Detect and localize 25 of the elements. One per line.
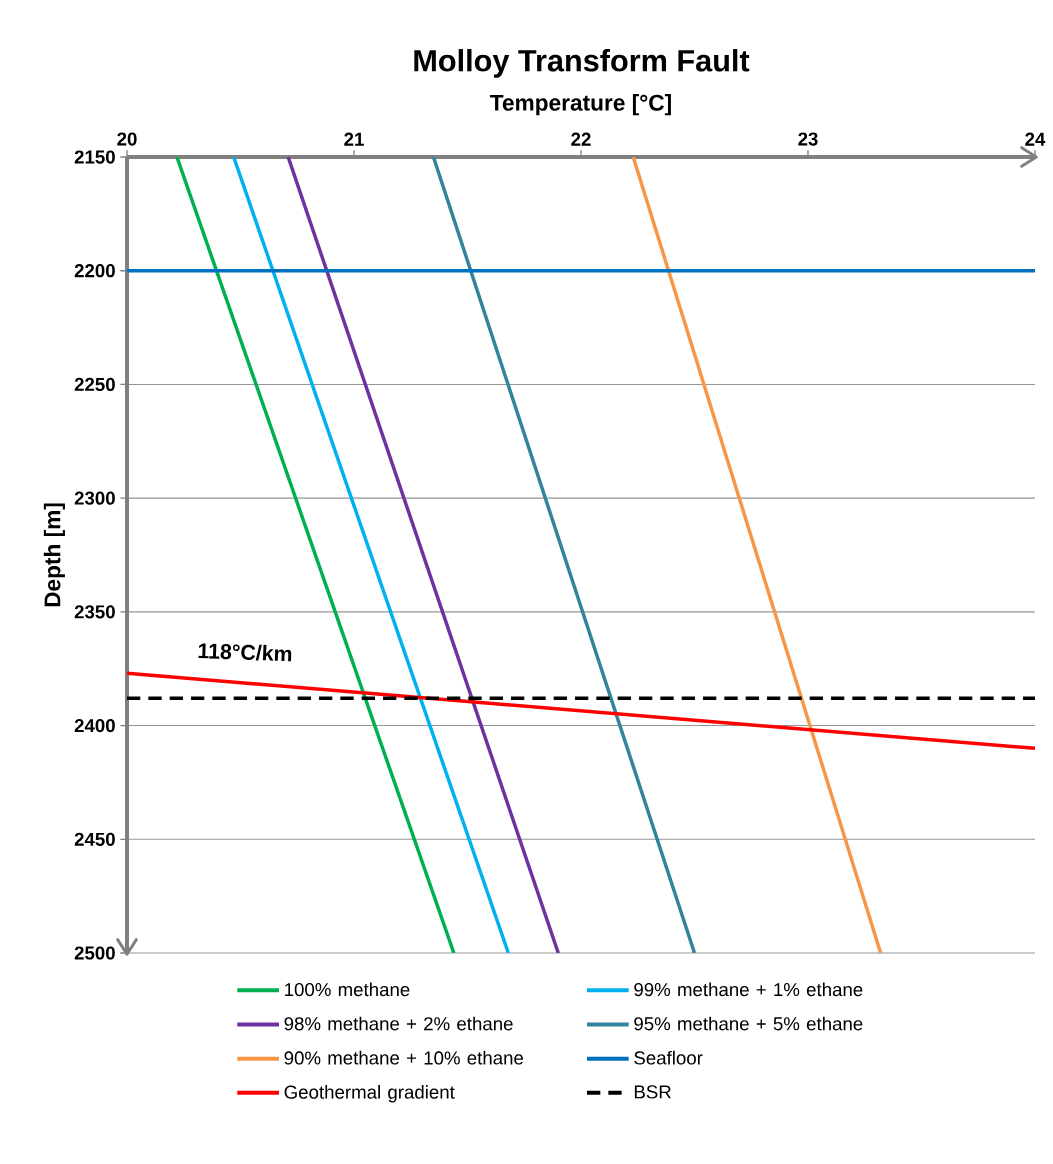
y-tick-label: 2450	[74, 832, 115, 846]
legend-label: 95% methane + 5% ethane	[634, 1016, 863, 1031]
y-tick-label: 2200	[74, 264, 115, 278]
legend-label: Geothermal gradient	[284, 1085, 455, 1103]
legend-label: BSR	[634, 1085, 671, 1099]
y-tick-label: 2300	[74, 491, 115, 505]
legend-label: Seafloor	[634, 1050, 703, 1065]
y-tick-label: 2500	[74, 946, 115, 960]
legend-label: 90% methane + 10% ethane	[284, 1050, 524, 1065]
x-tick-label: 20	[117, 132, 137, 146]
annotation: 118°C/km	[198, 643, 292, 662]
chart-title: Molloy Transform Fault	[414, 49, 750, 78]
y-tick-label: 2400	[74, 718, 115, 733]
x-tick-label: 21	[344, 132, 364, 146]
legend-label: 99% methane + 1% ethane	[634, 982, 863, 997]
x-tick-label: 23	[798, 132, 818, 146]
y-tick-label: 2350	[74, 605, 115, 619]
x-tick-label: 24	[1025, 132, 1046, 146]
x-axis-title: Temperature [°C]	[490, 94, 671, 116]
legend-label: 98% methane + 2% ethane	[284, 1016, 513, 1031]
y-tick-label: 2150	[74, 150, 115, 164]
legend-label: 100% methane	[285, 982, 410, 997]
y-tick-label: 2250	[74, 377, 115, 392]
y-axis-title: Depth [m]	[43, 503, 65, 607]
x-tick-label: 22	[571, 132, 591, 146]
